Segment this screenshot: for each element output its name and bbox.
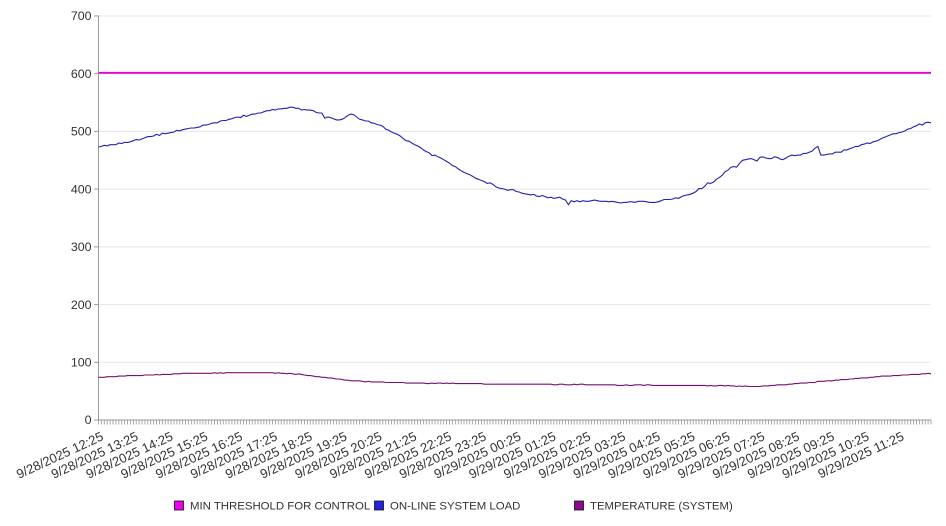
svg-text:700: 700 [71,9,92,23]
svg-text:500: 500 [71,125,92,139]
svg-text:600: 600 [71,67,92,81]
svg-text:MIN THRESHOLD FOR CONTROL: MIN THRESHOLD FOR CONTROL [190,501,370,513]
svg-text:ON-LINE SYSTEM LOAD: ON-LINE SYSTEM LOAD [390,501,520,513]
svg-text:300: 300 [71,240,92,254]
svg-text:400: 400 [71,182,92,196]
svg-text:200: 200 [71,298,92,312]
svg-text:TEMPERATURE (SYSTEM): TEMPERATURE (SYSTEM) [590,501,733,513]
svg-text:0: 0 [85,413,92,427]
svg-text:100: 100 [71,356,92,370]
